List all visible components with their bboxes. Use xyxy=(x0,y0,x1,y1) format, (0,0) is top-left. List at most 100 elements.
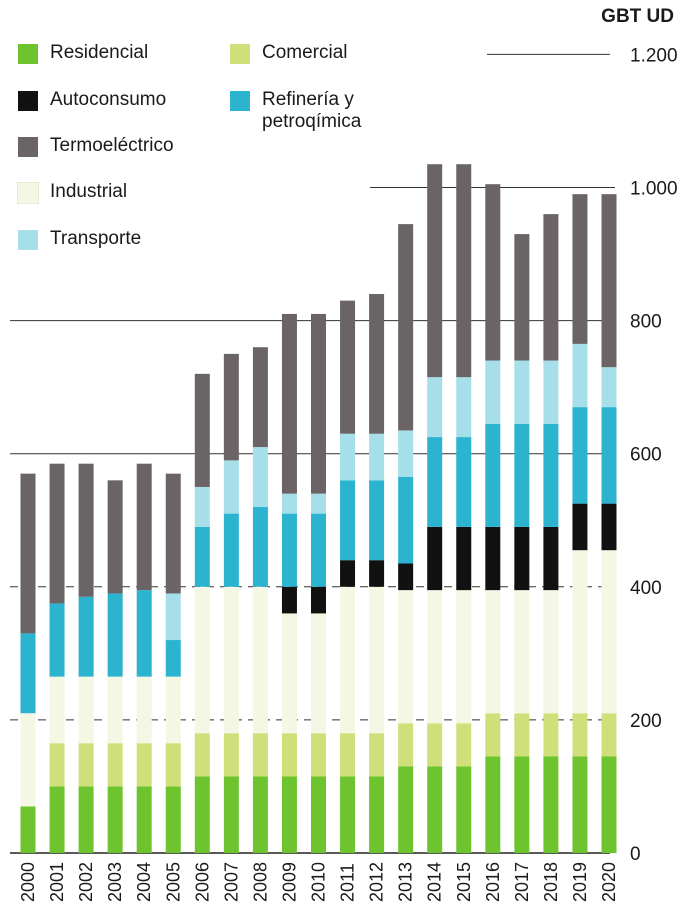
bar-stack-2013 xyxy=(398,224,414,853)
bar-segment-termoeléctrico-2011 xyxy=(340,300,356,434)
bar-segment-residencial-2011 xyxy=(340,776,356,853)
bar-segment-transporte-2012 xyxy=(369,433,385,481)
bar-segment-autoconsumo-2020 xyxy=(601,503,617,551)
bar-stack-2014 xyxy=(427,164,443,853)
bar-segment-industrial-2007 xyxy=(223,586,239,734)
bar-segment-residencial-2008 xyxy=(252,776,268,853)
bar-segment-autoconsumo-2018 xyxy=(543,526,559,591)
bar-segment-refinería-y-2001 xyxy=(49,603,65,677)
bar-stack-2009 xyxy=(281,313,297,853)
bar-segment-comercial-2002 xyxy=(78,743,94,787)
bar-segment-refinería-y-2019 xyxy=(572,407,588,504)
bar-segment-comercial-2020 xyxy=(601,713,617,757)
bar-segment-transporte-2019 xyxy=(572,343,588,408)
bar-segment-transporte-2009 xyxy=(281,493,297,514)
x-tick-label: 2013 xyxy=(396,862,416,902)
x-tick-label: 2017 xyxy=(512,862,532,902)
bar-segment-termoeléctrico-2005 xyxy=(165,473,181,594)
x-tick-label: 2002 xyxy=(76,862,96,902)
bar-segment-termoeléctrico-2008 xyxy=(252,347,268,448)
bar-segment-industrial-2009 xyxy=(281,613,297,734)
bar-segment-industrial-2013 xyxy=(398,590,414,724)
bar-segment-residencial-2018 xyxy=(543,756,559,853)
bar-segment-comercial-2007 xyxy=(223,733,239,777)
bar-segment-comercial-2016 xyxy=(485,713,501,757)
bar-segment-autoconsumo-2013 xyxy=(398,563,414,591)
bar-segment-termoeléctrico-2018 xyxy=(543,214,559,361)
bar-segment-termoeléctrico-2016 xyxy=(485,184,501,361)
bar-segment-transporte-2018 xyxy=(543,360,559,424)
bar-segment-comercial-2018 xyxy=(543,713,559,757)
bar-segment-industrial-2020 xyxy=(601,550,617,714)
bar-segment-termoeléctrico-2020 xyxy=(601,194,617,368)
bar-segment-comercial-2006 xyxy=(194,733,210,777)
bar-segment-autoconsumo-2014 xyxy=(427,526,443,591)
bar-segment-termoeléctrico-2001 xyxy=(49,463,65,604)
bar-segment-industrial-2002 xyxy=(78,676,94,744)
bar-segment-refinería-y-2020 xyxy=(601,407,617,504)
y-tick-label: 600 xyxy=(630,445,662,466)
bar-segment-industrial-2003 xyxy=(107,676,123,744)
bar-segment-comercial-2017 xyxy=(514,713,530,757)
bar-segment-industrial-2010 xyxy=(311,613,326,734)
x-tick-label: 2003 xyxy=(105,862,125,902)
bar-segment-residencial-2015 xyxy=(456,766,472,853)
bar-stack-2016 xyxy=(485,184,501,853)
x-tick-label: 2014 xyxy=(425,862,445,902)
x-tick-label: 2010 xyxy=(309,862,329,902)
bar-segment-refinería-y-2005 xyxy=(165,640,181,677)
x-tick-label: 2005 xyxy=(163,862,183,902)
bar-stack-2000 xyxy=(20,473,36,853)
bar-segment-termoeléctrico-2003 xyxy=(107,480,123,594)
bar-segment-industrial-2014 xyxy=(427,590,443,724)
bar-segment-termoeléctrico-2000 xyxy=(20,473,36,634)
bar-segment-termoeléctrico-2013 xyxy=(398,224,414,431)
bar-segment-refinería-y-2015 xyxy=(456,437,472,527)
bar-segment-residencial-2002 xyxy=(78,786,94,853)
bar-segment-comercial-2019 xyxy=(572,713,588,757)
bar-segment-residencial-2017 xyxy=(514,756,530,853)
bar-segment-termoeléctrico-2017 xyxy=(514,234,530,361)
bar-segment-industrial-2017 xyxy=(514,590,530,714)
bar-segment-refinería-y-2006 xyxy=(194,526,210,587)
bar-segment-industrial-2005 xyxy=(165,676,181,744)
bar-segment-residencial-2016 xyxy=(485,756,501,853)
bar-segment-comercial-2008 xyxy=(252,733,268,777)
bar-segment-refinería-y-2017 xyxy=(514,423,530,527)
bar-segment-refinería-y-2018 xyxy=(543,423,559,527)
bar-stack-2002 xyxy=(78,463,94,853)
bar-segment-comercial-2001 xyxy=(49,743,65,787)
x-tick-label: 2006 xyxy=(192,862,212,902)
bar-segment-residencial-2003 xyxy=(107,786,123,853)
bar-segment-industrial-2012 xyxy=(369,586,385,734)
y-tick-label: 1.000 xyxy=(630,179,678,200)
bar-segment-termoeléctrico-2007 xyxy=(223,353,239,461)
bar-segment-residencial-2010 xyxy=(311,776,326,853)
bar-stack-2005 xyxy=(165,473,181,853)
bar-segment-residencial-2000 xyxy=(20,806,36,853)
bar-segment-termoeléctrico-2019 xyxy=(572,194,588,344)
bar-segment-termoeléctrico-2010 xyxy=(311,313,326,494)
bar-stack-2003 xyxy=(107,480,123,853)
bar-segment-residencial-2014 xyxy=(427,766,443,853)
bar-segment-comercial-2005 xyxy=(165,743,181,787)
x-tick-label: 2004 xyxy=(134,862,154,902)
bar-segment-refinería-y-2009 xyxy=(281,513,297,587)
bar-segment-transporte-2016 xyxy=(485,360,501,424)
bar-stack-2007 xyxy=(223,353,239,853)
x-tick-label: 2019 xyxy=(570,862,590,902)
bar-segment-industrial-2004 xyxy=(136,676,152,744)
bar-segment-autoconsumo-2009 xyxy=(281,586,297,614)
y-tick-label: 400 xyxy=(630,578,662,599)
bar-segment-comercial-2004 xyxy=(136,743,152,787)
bar-segment-residencial-2020 xyxy=(601,756,617,853)
bar-segment-comercial-2012 xyxy=(369,733,385,777)
bar-segment-transporte-2017 xyxy=(514,360,530,424)
bar-stack-2008 xyxy=(252,347,268,853)
bar-segment-industrial-2008 xyxy=(252,586,268,734)
x-tick-label: 2016 xyxy=(483,862,503,902)
bar-segment-transporte-2020 xyxy=(601,367,617,408)
bar-segment-termoeléctrico-2014 xyxy=(427,164,443,378)
bar-stack-2010 xyxy=(311,313,326,853)
